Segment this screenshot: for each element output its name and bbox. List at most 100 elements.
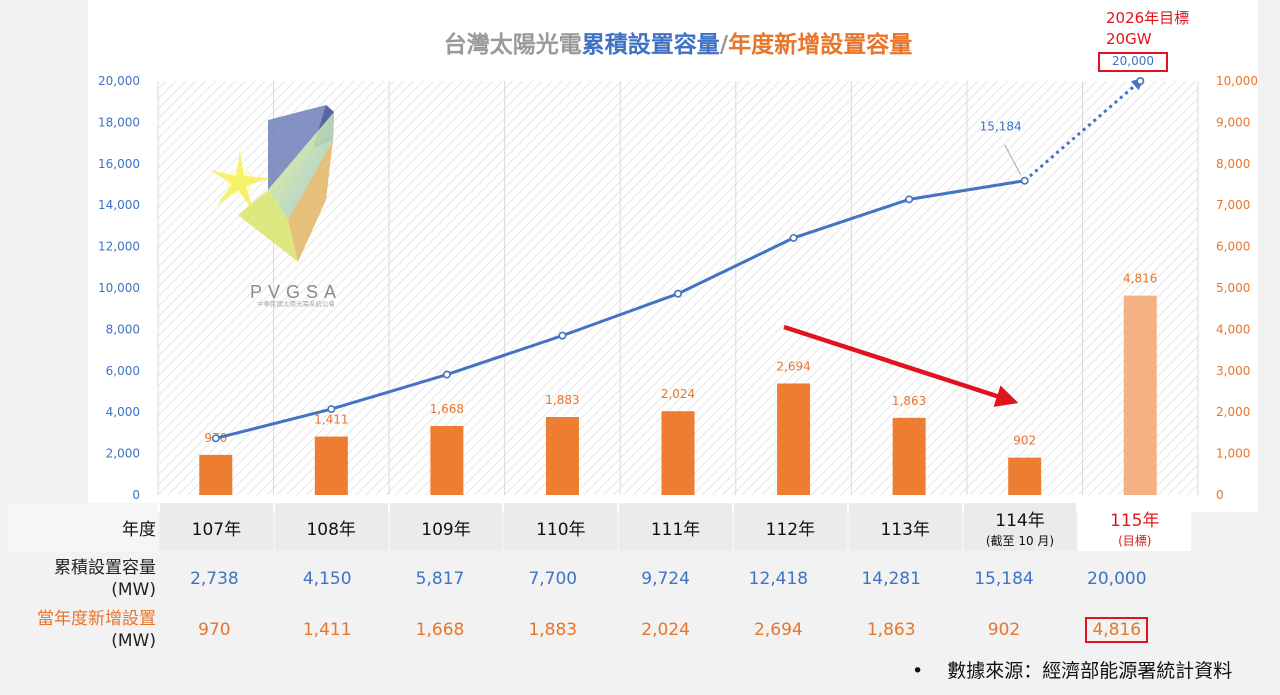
left-axis-tick-label: 12,000 xyxy=(98,240,140,254)
right-axis-tick-label: 8,000 xyxy=(1216,157,1250,171)
left-axis: 0 2,000 4,000 6,000 8,000 10,000 12,000 14,000 1… xyxy=(98,74,140,502)
bar-label: 1,411 xyxy=(314,413,348,427)
target-note: 2026年目標 20GW xyxy=(1106,8,1206,50)
year-cell: 107年 xyxy=(160,503,273,551)
line-label: 15,184 xyxy=(980,120,1022,134)
right-axis-tick-label: 2,000 xyxy=(1216,405,1250,419)
bar-label: 4,816 xyxy=(1123,272,1157,286)
cumulative-line-projection xyxy=(1023,77,1144,182)
cumulative-cell: 5,817 xyxy=(415,569,465,589)
source-note: • 數據來源：經濟部能源署統計資料 xyxy=(912,656,1232,683)
target-value-box: 20,000 xyxy=(1098,52,1168,72)
left-axis-tick-label: 20,000 xyxy=(98,74,140,88)
year-cell: 109年 xyxy=(389,503,503,551)
left-axis-tick-label: 2,000 xyxy=(106,447,140,461)
bar-label: 902 xyxy=(1013,434,1036,448)
left-axis-tick-label: 4,000 xyxy=(106,405,140,419)
annual-cell: 1,411 xyxy=(302,620,352,640)
chart-title: 台灣太陽光電累積設置容量/年度新增設置容量 xyxy=(444,31,912,58)
right-axis: 0 1,000 2,000 3,000 4,000 5,000 6,000 7,000 8,00… xyxy=(1216,74,1258,502)
line-label-leader xyxy=(1004,144,1022,175)
year-cell: 110年 xyxy=(504,503,618,551)
year-cell-target: 115年 (目標) xyxy=(1078,503,1192,551)
annual-target-value: 4,816 xyxy=(1085,617,1149,643)
annual-cell: 902 xyxy=(987,620,1021,640)
cumulative-cell: 9,724 xyxy=(641,569,690,589)
cumulative-line: 15,184 xyxy=(211,77,1145,443)
data-table: 年度 107年 108年 109年 110年 111年 112年 113年 11… xyxy=(8,503,1196,655)
annual-cell: 4,816 xyxy=(1060,605,1173,655)
chart-panel: PVGSA 中華民國太陽光電系統公會 0 2,000 4,000 6,000 8,000… xyxy=(88,0,1258,512)
right-axis-tick-label: 5,000 xyxy=(1216,281,1250,295)
cumulative-line-solid xyxy=(215,179,1025,440)
year-cell: 113年 xyxy=(848,503,962,551)
bar-label: 1,883 xyxy=(545,393,579,407)
annual-cell: 1,863 xyxy=(866,620,916,640)
line-point xyxy=(673,289,682,298)
line-point xyxy=(789,233,798,242)
bars: 9701,4111,6681,8832,0242,6941,8639024,81… xyxy=(199,272,1157,495)
right-axis-tick-label: 4,000 xyxy=(1216,322,1250,336)
cumulative-cell: 20,000 xyxy=(1087,569,1147,589)
annual-cell: 2,024 xyxy=(641,620,690,640)
year-note: (截至 10 月) xyxy=(985,533,1055,548)
bar xyxy=(314,436,348,495)
left-axis-tick-label: 8,000 xyxy=(106,322,140,336)
pvgsa-logo: PVGSA 中華民國太陽光電系統公會 xyxy=(210,105,342,308)
cumulative-cell: 4,150 xyxy=(302,569,352,589)
right-axis-tick-label: 1,000 xyxy=(1216,447,1250,461)
bullet-icon: • xyxy=(912,660,924,682)
bar xyxy=(777,383,811,495)
bar xyxy=(430,425,464,495)
bar-label: 2,024 xyxy=(661,387,695,401)
cumulative-cell: 14,281 xyxy=(861,569,921,589)
bar xyxy=(892,417,926,495)
left-axis-tick-label: 14,000 xyxy=(98,198,140,212)
right-axis-tick-label: 7,000 xyxy=(1216,198,1250,212)
bar-label: 1,863 xyxy=(892,394,926,408)
annual-cell: 970 xyxy=(198,620,231,640)
cumulative-cell: 15,184 xyxy=(974,569,1034,589)
line-point xyxy=(1020,176,1029,185)
chart-title-part: 年度新增設置容量 xyxy=(728,31,912,58)
bar-label: 2,694 xyxy=(776,359,810,373)
line-point xyxy=(558,331,567,340)
right-axis-tick-label: 0 xyxy=(1216,488,1224,502)
source-text: 數據來源：經濟部能源署統計資料 xyxy=(947,660,1233,682)
line-point xyxy=(211,434,220,443)
decline-arrow xyxy=(783,324,1019,407)
chart-title-part: / xyxy=(720,32,729,58)
line-point xyxy=(442,370,451,379)
logo-name: PVGSA xyxy=(250,282,342,302)
right-axis-tick-label: 9,000 xyxy=(1216,115,1250,129)
bar xyxy=(1008,457,1042,495)
annual-row: 當年度新增設置 (MW) 970 1,411 1,668 1,883 2,024 … xyxy=(8,605,1196,655)
year-header: 年度 xyxy=(8,503,158,551)
left-axis-tick-label: 18,000 xyxy=(98,115,140,129)
cumulative-row: 累積設置容量 (MW) 2,738 4,150 5,817 7,700 9,724… xyxy=(8,553,1196,605)
chart-title-part: 累積設置容量 xyxy=(582,31,720,58)
bar xyxy=(545,417,579,495)
combo-chart: PVGSA 中華民國太陽光電系統公會 0 2,000 4,000 6,000 8,000… xyxy=(98,31,1258,502)
left-axis-tick-label: 16,000 xyxy=(98,157,140,171)
line-point xyxy=(327,405,336,414)
right-axis-tick-label: 6,000 xyxy=(1216,240,1250,254)
left-axis-tick-label: 10,000 xyxy=(98,281,140,295)
target-note-line2: 20GW xyxy=(1106,30,1152,48)
year-cell: 108年 xyxy=(274,503,388,551)
cumulative-cell: 2,738 xyxy=(190,569,239,589)
year-note: (目標) xyxy=(1118,533,1152,548)
logo-subtitle: 中華民國太陽光電系統公會 xyxy=(257,299,336,308)
left-axis-tick-label: 0 xyxy=(132,488,140,502)
bar xyxy=(1123,295,1157,495)
annual-cell: 1,668 xyxy=(415,620,465,640)
cumulative-cell: 12,418 xyxy=(748,569,809,589)
annual-cell: 2,694 xyxy=(754,620,803,640)
year-cell: 112年 xyxy=(733,503,847,551)
cumulative-header: 累積設置容量 (MW) xyxy=(54,558,156,600)
year-row: 年度 107年 108年 109年 110年 111年 112年 113年 11… xyxy=(8,503,1196,551)
line-point xyxy=(905,195,914,204)
cumulative-cell: 7,700 xyxy=(528,569,578,589)
year-cell: 111年 xyxy=(619,503,732,551)
chart-title-part: 台灣太陽光電 xyxy=(444,31,582,58)
